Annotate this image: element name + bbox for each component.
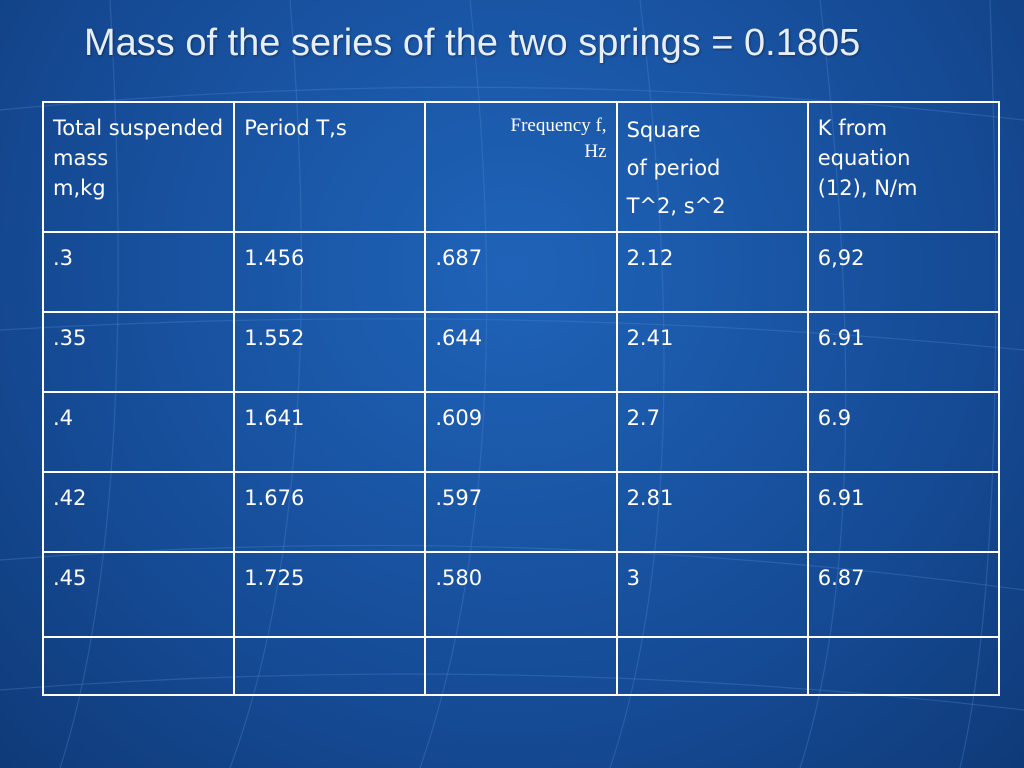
cell-mass: .4	[41, 391, 236, 473]
header-mass-line1: Total suspended mass	[53, 116, 224, 170]
cell-k: 6.91	[806, 471, 1001, 553]
header-k-line1: K from	[817, 116, 888, 140]
cell-square: 2.81	[615, 471, 809, 553]
cell-mass: .42	[41, 471, 236, 553]
cell-k: 6.91	[806, 311, 1001, 393]
cell-mass: .45	[41, 551, 236, 638]
cell-period: 1.725	[233, 551, 427, 638]
cell-k: 6,92	[806, 231, 1001, 313]
cell-period	[233, 636, 427, 696]
cell-mass: .35	[41, 311, 236, 393]
header-square-line2: of period	[626, 156, 721, 180]
header-mass-line2: m,kg	[53, 176, 106, 200]
cell-square: 3	[615, 551, 809, 638]
slide-title: Mass of the series of the two springs = …	[84, 22, 861, 64]
table-row: .3 1.456 .687 2.12 6,92	[41, 231, 1001, 313]
header-frequency-line1: Frequency f,	[510, 115, 607, 136]
table-row: .42 1.676 .597 2.81 6.91	[41, 471, 1001, 553]
header-k: K from equation (12), N/m	[806, 101, 1001, 233]
cell-frequency	[424, 636, 618, 696]
header-square-line3: T^2, s^2	[626, 194, 726, 218]
header-k-line2: equation	[817, 146, 911, 170]
header-k-line3: (12), N/m	[817, 176, 918, 200]
cell-k: 6.87	[806, 551, 1001, 638]
header-square-period: Square of period T^2, s^2	[615, 101, 809, 233]
cell-frequency: .609	[424, 391, 618, 473]
cell-frequency: .644	[424, 311, 618, 393]
cell-square: 2.41	[615, 311, 809, 393]
header-frequency: Frequency f, Hz	[424, 101, 618, 233]
table-row: .45 1.725 .580 3 6.87	[41, 551, 1001, 638]
cell-square: 2.7	[615, 391, 809, 473]
header-period: Period T,s	[233, 101, 427, 233]
cell-frequency: .597	[424, 471, 618, 553]
cell-square	[615, 636, 809, 696]
cell-frequency: .580	[424, 551, 618, 638]
table-row: .4 1.641 .609 2.7 6.9	[41, 391, 1001, 473]
cell-k	[806, 636, 1001, 696]
data-table: Total suspended mass m,kg Period T,s Fre…	[41, 101, 1001, 696]
cell-period: 1.641	[233, 391, 427, 473]
cell-mass: .3	[41, 231, 236, 313]
table-row-empty	[41, 636, 1001, 696]
cell-k: 6.9	[806, 391, 1001, 473]
cell-period: 1.552	[233, 311, 427, 393]
cell-period: 1.676	[233, 471, 427, 553]
cell-period: 1.456	[233, 231, 427, 313]
cell-mass	[41, 636, 236, 696]
cell-square: 2.12	[615, 231, 809, 313]
cell-frequency: .687	[424, 231, 618, 313]
header-frequency-line2: Hz	[584, 141, 607, 162]
header-square-line1: Square	[626, 118, 701, 142]
table-row: .35 1.552 .644 2.41 6.91	[41, 311, 1001, 393]
header-mass: Total suspended mass m,kg	[41, 101, 236, 233]
table-header-row: Total suspended mass m,kg Period T,s Fre…	[41, 101, 1001, 233]
